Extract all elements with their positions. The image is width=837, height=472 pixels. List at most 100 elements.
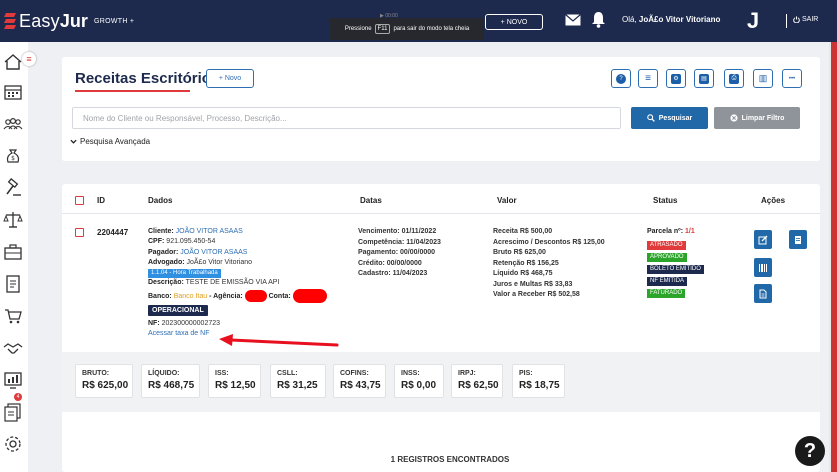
divider — [786, 14, 787, 28]
people-icon[interactable] — [3, 114, 23, 134]
search-icon — [647, 114, 655, 122]
top-bar: Easy Jur GROWTH + ▶ 00:00 Pressione F11 p… — [0, 0, 837, 42]
user-greeting[interactable]: Olá, JoÃ£o Vitor Vitoriano — [622, 15, 721, 24]
header-acoes: Ações — [761, 196, 786, 205]
brand-jur: Jur — [59, 10, 88, 31]
brand-logo[interactable]: Easy Jur — [4, 8, 88, 34]
annotation-arrow-icon — [219, 334, 339, 347]
new-button-top[interactable]: + NOVO — [485, 14, 543, 30]
mail-icon[interactable] — [565, 14, 581, 26]
receipt-icon — [795, 235, 801, 244]
cpf-value: 921.095.450-54 — [166, 238, 216, 246]
header-dados: Dados — [148, 196, 173, 205]
row-checkbox[interactable] — [75, 228, 84, 237]
status-badge: APROVADO — [647, 252, 687, 262]
row-status: Parcela nº: 1/1 ATRASADO APROVADO BOLETO… — [647, 227, 704, 298]
service-tag: 1.1.04 - Hora Trabalhada — [148, 269, 221, 279]
total-liquido: LÍQUIDO: R$ 468,75 — [141, 364, 200, 398]
advanced-search-toggle[interactable]: Pesquisa Avançada — [70, 137, 150, 146]
results-panel: ID Dados Datas Valor Status Ações 220444… — [62, 184, 820, 472]
nf-number: 202300000002723 — [161, 320, 221, 328]
redacted-account — [292, 288, 327, 303]
row-id: 2204447 — [97, 228, 129, 237]
add-receita-button[interactable]: + Novo — [206, 69, 254, 88]
avatar[interactable]: J — [746, 8, 760, 33]
bell-icon[interactable] — [591, 11, 606, 28]
notification-badge: 4 — [14, 393, 22, 401]
title-underline — [75, 90, 190, 92]
row-dados: Cliente: JOÃO VITOR ASAAS CPF: 921.095.4… — [148, 227, 348, 340]
client-link[interactable]: JOÃO VITOR ASAAS — [175, 228, 243, 235]
totals-bar: BRUTO: R$ 625,00 LÍQUIDO: R$ 468,75 ISS: R$… — [62, 352, 820, 412]
scrollbar[interactable] — [831, 42, 837, 472]
search-input[interactable] — [72, 107, 621, 129]
redacted-agency — [244, 289, 267, 302]
bank-name: Banco Itau — [173, 292, 208, 300]
gavel-icon[interactable] — [3, 177, 23, 198]
logout-button[interactable]: SAIR — [793, 16, 818, 23]
document-icon[interactable]: ▤ — [694, 69, 714, 88]
report-icon[interactable] — [3, 370, 23, 390]
export-icon[interactable]: ▥ — [753, 69, 773, 88]
status-badge: BOLETO EMITIDO — [647, 264, 704, 274]
gear-icon[interactable]: ⚙ — [666, 69, 686, 88]
scrollbar-track[interactable] — [829, 42, 831, 472]
barcode-button[interactable] — [754, 258, 772, 277]
cart-icon[interactable] — [3, 306, 23, 326]
row-valor: Receita R$ 500,00 Acrescimo / Descontos … — [493, 228, 605, 298]
status-badge: NF EMITIDA — [647, 276, 687, 286]
total-pis: PIS: R$ 18,75 — [512, 364, 565, 398]
divider — [62, 213, 820, 214]
row-datas: Vencimento: 01/11/2022 Competência: 11/0… — [358, 228, 441, 277]
handshake-icon[interactable] — [3, 338, 23, 358]
menu-toggle-icon[interactable]: ≡ — [22, 52, 36, 66]
select-all-checkbox[interactable] — [75, 196, 84, 205]
print-icon[interactable]: ⎙ — [724, 69, 744, 88]
svg-text:$: $ — [11, 155, 15, 162]
document-button[interactable] — [754, 284, 772, 303]
status-badge: ATRASADO — [647, 240, 686, 250]
help-icon[interactable]: ? — [611, 69, 631, 88]
briefcase-icon[interactable] — [3, 242, 23, 262]
fullscreen-tip: Pressione F11 para sair do modo tela che… — [330, 18, 484, 40]
total-cofins: COFINS: R$ 43,75 — [333, 364, 386, 398]
files-icon[interactable] — [3, 402, 23, 422]
home-icon[interactable] — [3, 52, 23, 72]
search-panel: Receitas Escritório + Novo ? ≡ ⚙ ▤ ⎙ ▥ •… — [62, 57, 820, 161]
operational-tag: OPERACIONAL — [148, 304, 208, 316]
more-icon[interactable]: ••• — [782, 69, 802, 88]
total-irpj: IRPJ: R$ 62,50 — [451, 364, 503, 398]
status-badge: FATURADO — [647, 288, 686, 298]
brand-easy: Easy — [19, 10, 60, 31]
total-bruto: BRUTO: R$ 625,00 — [75, 364, 133, 398]
logo-stripes-icon — [4, 13, 16, 29]
payer-link[interactable]: JOÃO VITOR ASAAS — [180, 248, 248, 256]
power-icon — [793, 16, 800, 23]
edit-icon — [758, 235, 768, 244]
settings-icon[interactable] — [3, 434, 23, 454]
nf-tax-link[interactable]: Acessar taxa de NF — [148, 330, 210, 338]
money-bag-icon[interactable]: $ — [3, 146, 23, 166]
search-button[interactable]: Pesquisar — [631, 107, 708, 129]
description-value: TESTE DE EMISSÃO VIA API — [185, 279, 280, 287]
document-icon[interactable] — [3, 274, 23, 294]
fullscreen-tip-suffix: para sair do modo tela cheia — [393, 26, 470, 32]
barcode-icon — [759, 263, 767, 272]
header-datas: Datas — [360, 196, 382, 205]
calendar-icon[interactable] — [3, 82, 23, 102]
fullscreen-tip-prefix: Pressione — [344, 26, 372, 32]
edit-button[interactable] — [754, 230, 772, 249]
clear-filter-button[interactable]: Limpar Filtro — [714, 107, 800, 129]
sidebar: $ 4 — [0, 42, 28, 472]
header-valor: Valor — [497, 196, 517, 205]
scales-icon[interactable] — [3, 210, 23, 230]
receipt-button[interactable] — [789, 230, 807, 249]
help-icon[interactable]: ? — [795, 436, 825, 466]
lawyer-value: JoÃ£o Vitor Vitoriano — [186, 258, 253, 266]
page-title: Receitas Escritório — [75, 70, 211, 87]
total-inss: INSS: R$ 0,00 — [394, 364, 444, 398]
player-time: ▶ 00:00 — [380, 13, 398, 19]
list-icon[interactable]: ≡ — [638, 69, 658, 88]
chevron-down-icon — [70, 139, 77, 144]
total-iss: ISS: R$ 12,50 — [208, 364, 261, 398]
